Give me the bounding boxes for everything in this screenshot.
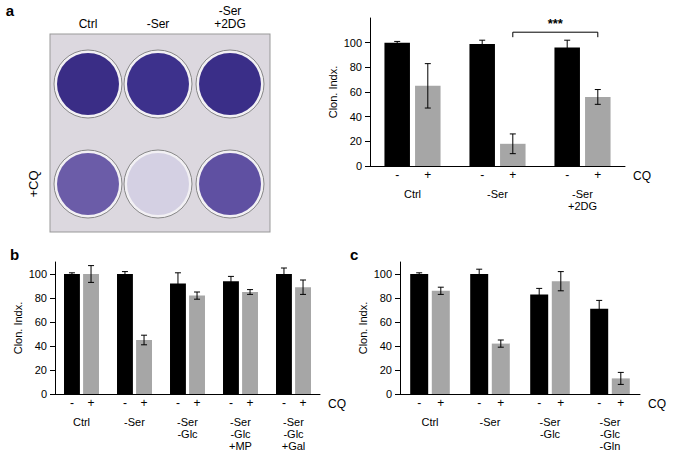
svg-text:40: 40 bbox=[35, 340, 47, 352]
svg-text:Ctrl: Ctrl bbox=[421, 416, 438, 428]
svg-text:CQ: CQ bbox=[648, 397, 666, 411]
svg-text:60: 60 bbox=[35, 316, 47, 328]
svg-text:-: - bbox=[565, 168, 569, 182]
svg-text:-Glc: -Glc bbox=[230, 428, 251, 440]
svg-text:-: - bbox=[70, 396, 74, 410]
svg-text:Ctrl: Ctrl bbox=[79, 17, 98, 31]
svg-text:-: - bbox=[480, 168, 484, 182]
svg-text:Ctrl: Ctrl bbox=[73, 416, 90, 428]
svg-text:100: 100 bbox=[29, 268, 47, 280]
svg-text:CQ: CQ bbox=[633, 169, 651, 183]
svg-text:-Ser: -Ser bbox=[487, 188, 508, 200]
svg-text:+: + bbox=[557, 396, 564, 410]
svg-text:a: a bbox=[6, 2, 15, 19]
svg-text:-: - bbox=[477, 396, 481, 410]
svg-text:Clon. Indx.: Clon. Indx. bbox=[357, 302, 369, 355]
svg-text:+: + bbox=[437, 396, 444, 410]
svg-text:-Ser: -Ser bbox=[600, 416, 621, 428]
svg-text:80: 80 bbox=[350, 61, 362, 73]
svg-text:0: 0 bbox=[356, 160, 362, 172]
svg-text:-: - bbox=[229, 396, 233, 410]
svg-text:40: 40 bbox=[350, 111, 362, 123]
svg-text:c: c bbox=[350, 246, 358, 263]
svg-text:+: + bbox=[594, 168, 601, 182]
svg-text:***: *** bbox=[548, 16, 564, 31]
svg-text:-Ser: -Ser bbox=[283, 416, 304, 428]
svg-text:0: 0 bbox=[386, 388, 392, 400]
svg-text:+: + bbox=[247, 396, 254, 410]
svg-text:20: 20 bbox=[350, 135, 362, 147]
svg-text:-Gln: -Gln bbox=[600, 440, 621, 452]
svg-text:-Ser: -Ser bbox=[147, 17, 170, 31]
svg-text:-Ser: -Ser bbox=[124, 416, 145, 428]
svg-text:100: 100 bbox=[344, 37, 362, 49]
svg-text:Clon. Indx.: Clon. Indx. bbox=[12, 302, 24, 355]
svg-text:-: - bbox=[395, 168, 399, 182]
svg-text:-Ser: -Ser bbox=[572, 188, 593, 200]
svg-text:+CQ: +CQ bbox=[26, 170, 41, 197]
svg-text:Clon. Indx.: Clon. Indx. bbox=[327, 66, 339, 119]
svg-text:CQ: CQ bbox=[328, 397, 346, 411]
svg-text:-Ser: -Ser bbox=[540, 416, 561, 428]
svg-text:-: - bbox=[537, 396, 541, 410]
svg-text:+: + bbox=[424, 168, 431, 182]
svg-text:-Ser: -Ser bbox=[230, 416, 251, 428]
svg-text:Ctrl: Ctrl bbox=[404, 188, 421, 200]
svg-text:-Glc: -Glc bbox=[177, 428, 198, 440]
svg-text:+2DG: +2DG bbox=[568, 200, 597, 212]
svg-text:-: - bbox=[123, 396, 127, 410]
svg-text:+: + bbox=[194, 396, 201, 410]
svg-text:20: 20 bbox=[380, 364, 392, 376]
svg-text:+: + bbox=[617, 396, 624, 410]
svg-text:-Ser: -Ser bbox=[177, 416, 198, 428]
svg-text:+: + bbox=[497, 396, 504, 410]
svg-text:-Glc: -Glc bbox=[283, 428, 304, 440]
svg-text:+: + bbox=[141, 396, 148, 410]
svg-text:-: - bbox=[282, 396, 286, 410]
svg-text:-: - bbox=[176, 396, 180, 410]
svg-text:60: 60 bbox=[380, 316, 392, 328]
svg-text:-: - bbox=[597, 396, 601, 410]
svg-text:0: 0 bbox=[41, 388, 47, 400]
svg-text:-: - bbox=[417, 396, 421, 410]
svg-text:20: 20 bbox=[35, 364, 47, 376]
svg-text:+: + bbox=[300, 396, 307, 410]
svg-text:60: 60 bbox=[350, 86, 362, 98]
svg-text:100: 100 bbox=[374, 268, 392, 280]
svg-text:40: 40 bbox=[380, 340, 392, 352]
svg-text:+: + bbox=[88, 396, 95, 410]
svg-text:80: 80 bbox=[35, 292, 47, 304]
svg-text:-Glc: -Glc bbox=[600, 428, 621, 440]
svg-text:-Ser: -Ser bbox=[480, 416, 501, 428]
svg-text:b: b bbox=[10, 246, 19, 263]
svg-text:80: 80 bbox=[380, 292, 392, 304]
svg-text:+Gal: +Gal bbox=[282, 440, 306, 452]
svg-text:-Glc: -Glc bbox=[540, 428, 561, 440]
svg-text:-Ser+2DG: -Ser+2DG bbox=[214, 4, 246, 31]
svg-text:+: + bbox=[509, 168, 516, 182]
svg-text:+MP: +MP bbox=[229, 440, 252, 452]
